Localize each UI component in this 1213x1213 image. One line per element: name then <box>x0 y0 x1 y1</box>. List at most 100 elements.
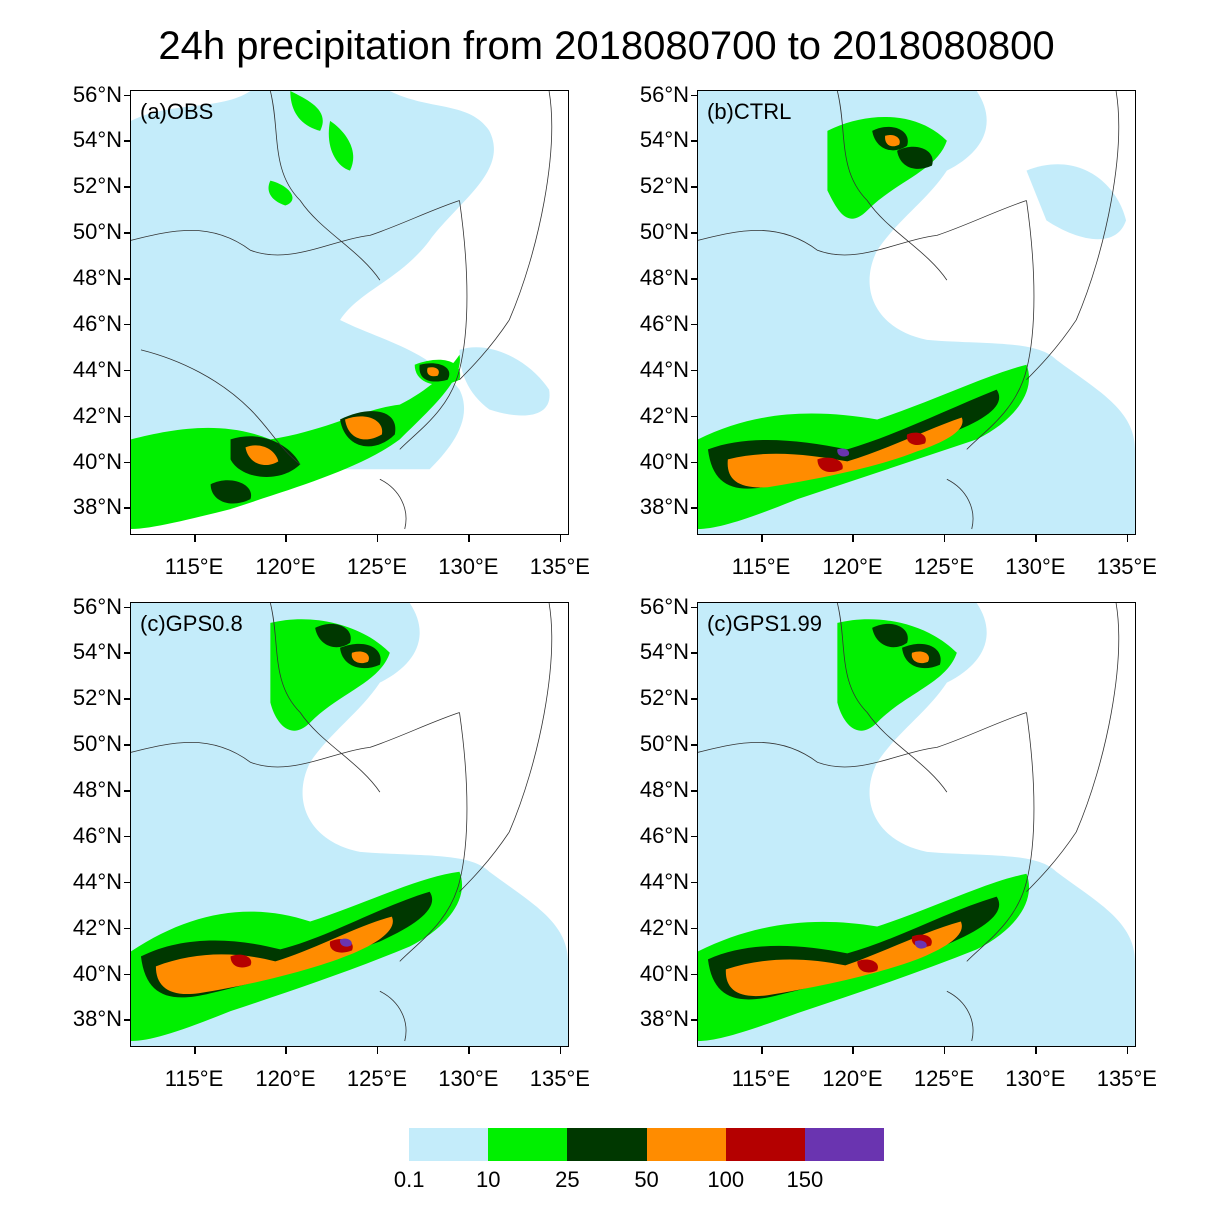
lon-tick-label: 130°E <box>438 554 499 579</box>
lat-tick-label: 42°N <box>639 914 689 940</box>
lon-tick-label: 120°E <box>822 1066 883 1091</box>
lat-tick-label: 38°N <box>72 494 122 520</box>
lat-tick-label: 42°N <box>72 402 122 428</box>
lat-tick <box>691 744 697 746</box>
lat-tick <box>691 835 697 838</box>
lat-tick <box>124 232 130 234</box>
lat-tick <box>691 606 697 609</box>
colorbar-segment <box>804 1128 885 1161</box>
lat-tick <box>124 507 130 509</box>
lat-tick <box>691 790 697 792</box>
panel-obs: (a)OBS <box>130 90 569 535</box>
lat-tick <box>124 790 130 792</box>
lon-tick-label: 125°E <box>346 1066 408 1091</box>
orange-precip-cores <box>725 651 962 997</box>
lon-tick <box>559 535 562 542</box>
colorbar-segment <box>567 1128 648 1161</box>
lat-tick <box>124 606 130 609</box>
lon-tick-label: 120°E <box>822 554 883 579</box>
lat-tick-label: 44°N <box>72 356 122 382</box>
lat-tick <box>124 186 130 188</box>
lat-tick-label: 40°N <box>639 960 689 986</box>
lon-tick <box>468 535 470 542</box>
precip-field-ctrl <box>698 91 1135 534</box>
border-lines <box>698 603 1120 1042</box>
border-lines <box>131 603 553 1042</box>
lon-tick <box>1126 535 1129 542</box>
lat-tick-label: 54°N <box>639 639 689 665</box>
red-precip-cores <box>817 432 926 473</box>
lat-tick-label: 56°N <box>639 81 689 107</box>
lat-tick-label: 46°N <box>639 822 689 848</box>
lat-tick-label: 46°N <box>72 310 122 336</box>
lat-tick <box>691 1019 697 1021</box>
lon-tick <box>194 1047 196 1054</box>
lat-tick-label: 46°N <box>639 310 689 336</box>
lon-tick <box>194 535 196 542</box>
lat-tick-label: 44°N <box>72 868 122 894</box>
lat-tick <box>124 140 130 142</box>
colorbar-level-label: 0.1 <box>393 1167 425 1192</box>
lon-tick-label: 130°E <box>438 1066 499 1091</box>
lat-tick-label: 52°N <box>72 173 122 199</box>
lat-tick <box>691 698 697 700</box>
lon-tick <box>852 535 854 542</box>
lat-tick <box>124 369 130 372</box>
colorbar-segment <box>488 1128 568 1161</box>
lat-tick-label: 40°N <box>639 448 689 474</box>
lat-tick <box>691 973 697 976</box>
panel-gps0-8: (c)GPS0.8 <box>130 602 569 1047</box>
precip-field-gps1-99 <box>698 603 1135 1046</box>
lat-tick <box>691 323 697 326</box>
lon-tick-label: 115°E <box>731 1066 791 1091</box>
lat-tick <box>691 369 697 372</box>
lat-tick <box>124 698 130 700</box>
lat-tick <box>691 278 697 280</box>
precip-field-gps0-8 <box>131 603 568 1046</box>
lon-tick-label: 125°E <box>913 554 975 579</box>
lon-tick <box>468 1047 470 1054</box>
orange-precip-cores <box>727 135 963 488</box>
colorbar-segment <box>725 1128 806 1161</box>
lat-tick-label: 54°N <box>72 127 122 153</box>
lat-tick <box>124 652 130 654</box>
lon-tick-label: 125°E <box>346 554 408 579</box>
lon-tick <box>761 1047 763 1054</box>
border-lines <box>131 91 553 530</box>
lat-tick <box>124 415 130 418</box>
lat-tick-label: 56°N <box>639 593 689 619</box>
lon-tick-label: 120°E <box>255 1066 316 1091</box>
lon-tick <box>761 535 763 542</box>
lon-tick-label: 115°E <box>164 554 224 579</box>
lat-tick <box>691 507 697 509</box>
lat-tick <box>124 278 130 280</box>
lon-tick <box>559 1047 562 1054</box>
lon-tick <box>943 535 946 542</box>
lon-tick-label: 130°E <box>1005 1066 1066 1091</box>
lat-tick-label: 52°N <box>639 685 689 711</box>
colorbar-level-label: 10 <box>476 1167 501 1192</box>
lat-tick <box>691 652 697 654</box>
lat-tick <box>691 927 697 930</box>
lat-tick-label: 50°N <box>639 731 689 757</box>
lon-tick-label: 115°E <box>164 1066 224 1091</box>
lon-tick-label: 130°E <box>1005 554 1066 579</box>
lat-tick-label: 44°N <box>639 356 689 382</box>
lon-tick-label: 125°E <box>913 1066 975 1091</box>
lat-tick-label: 40°N <box>72 960 122 986</box>
lon-tick-label: 115°E <box>731 554 791 579</box>
lat-tick <box>691 140 697 142</box>
lon-tick <box>376 1047 379 1054</box>
lat-tick-label: 40°N <box>72 448 122 474</box>
lat-tick-label: 42°N <box>72 914 122 940</box>
lat-tick <box>124 94 130 97</box>
lat-tick <box>691 881 697 884</box>
lon-tick-label: 135°E <box>529 554 590 579</box>
lat-tick-label: 50°N <box>72 219 122 245</box>
panel-label: (c)GPS0.8 <box>140 611 243 636</box>
panel-label: (a)OBS <box>140 99 214 124</box>
lat-tick-label: 38°N <box>639 494 689 520</box>
panel-gps1-99: (c)GPS1.99 <box>697 602 1136 1047</box>
lat-tick-label: 50°N <box>639 219 689 245</box>
lat-tick <box>124 744 130 746</box>
